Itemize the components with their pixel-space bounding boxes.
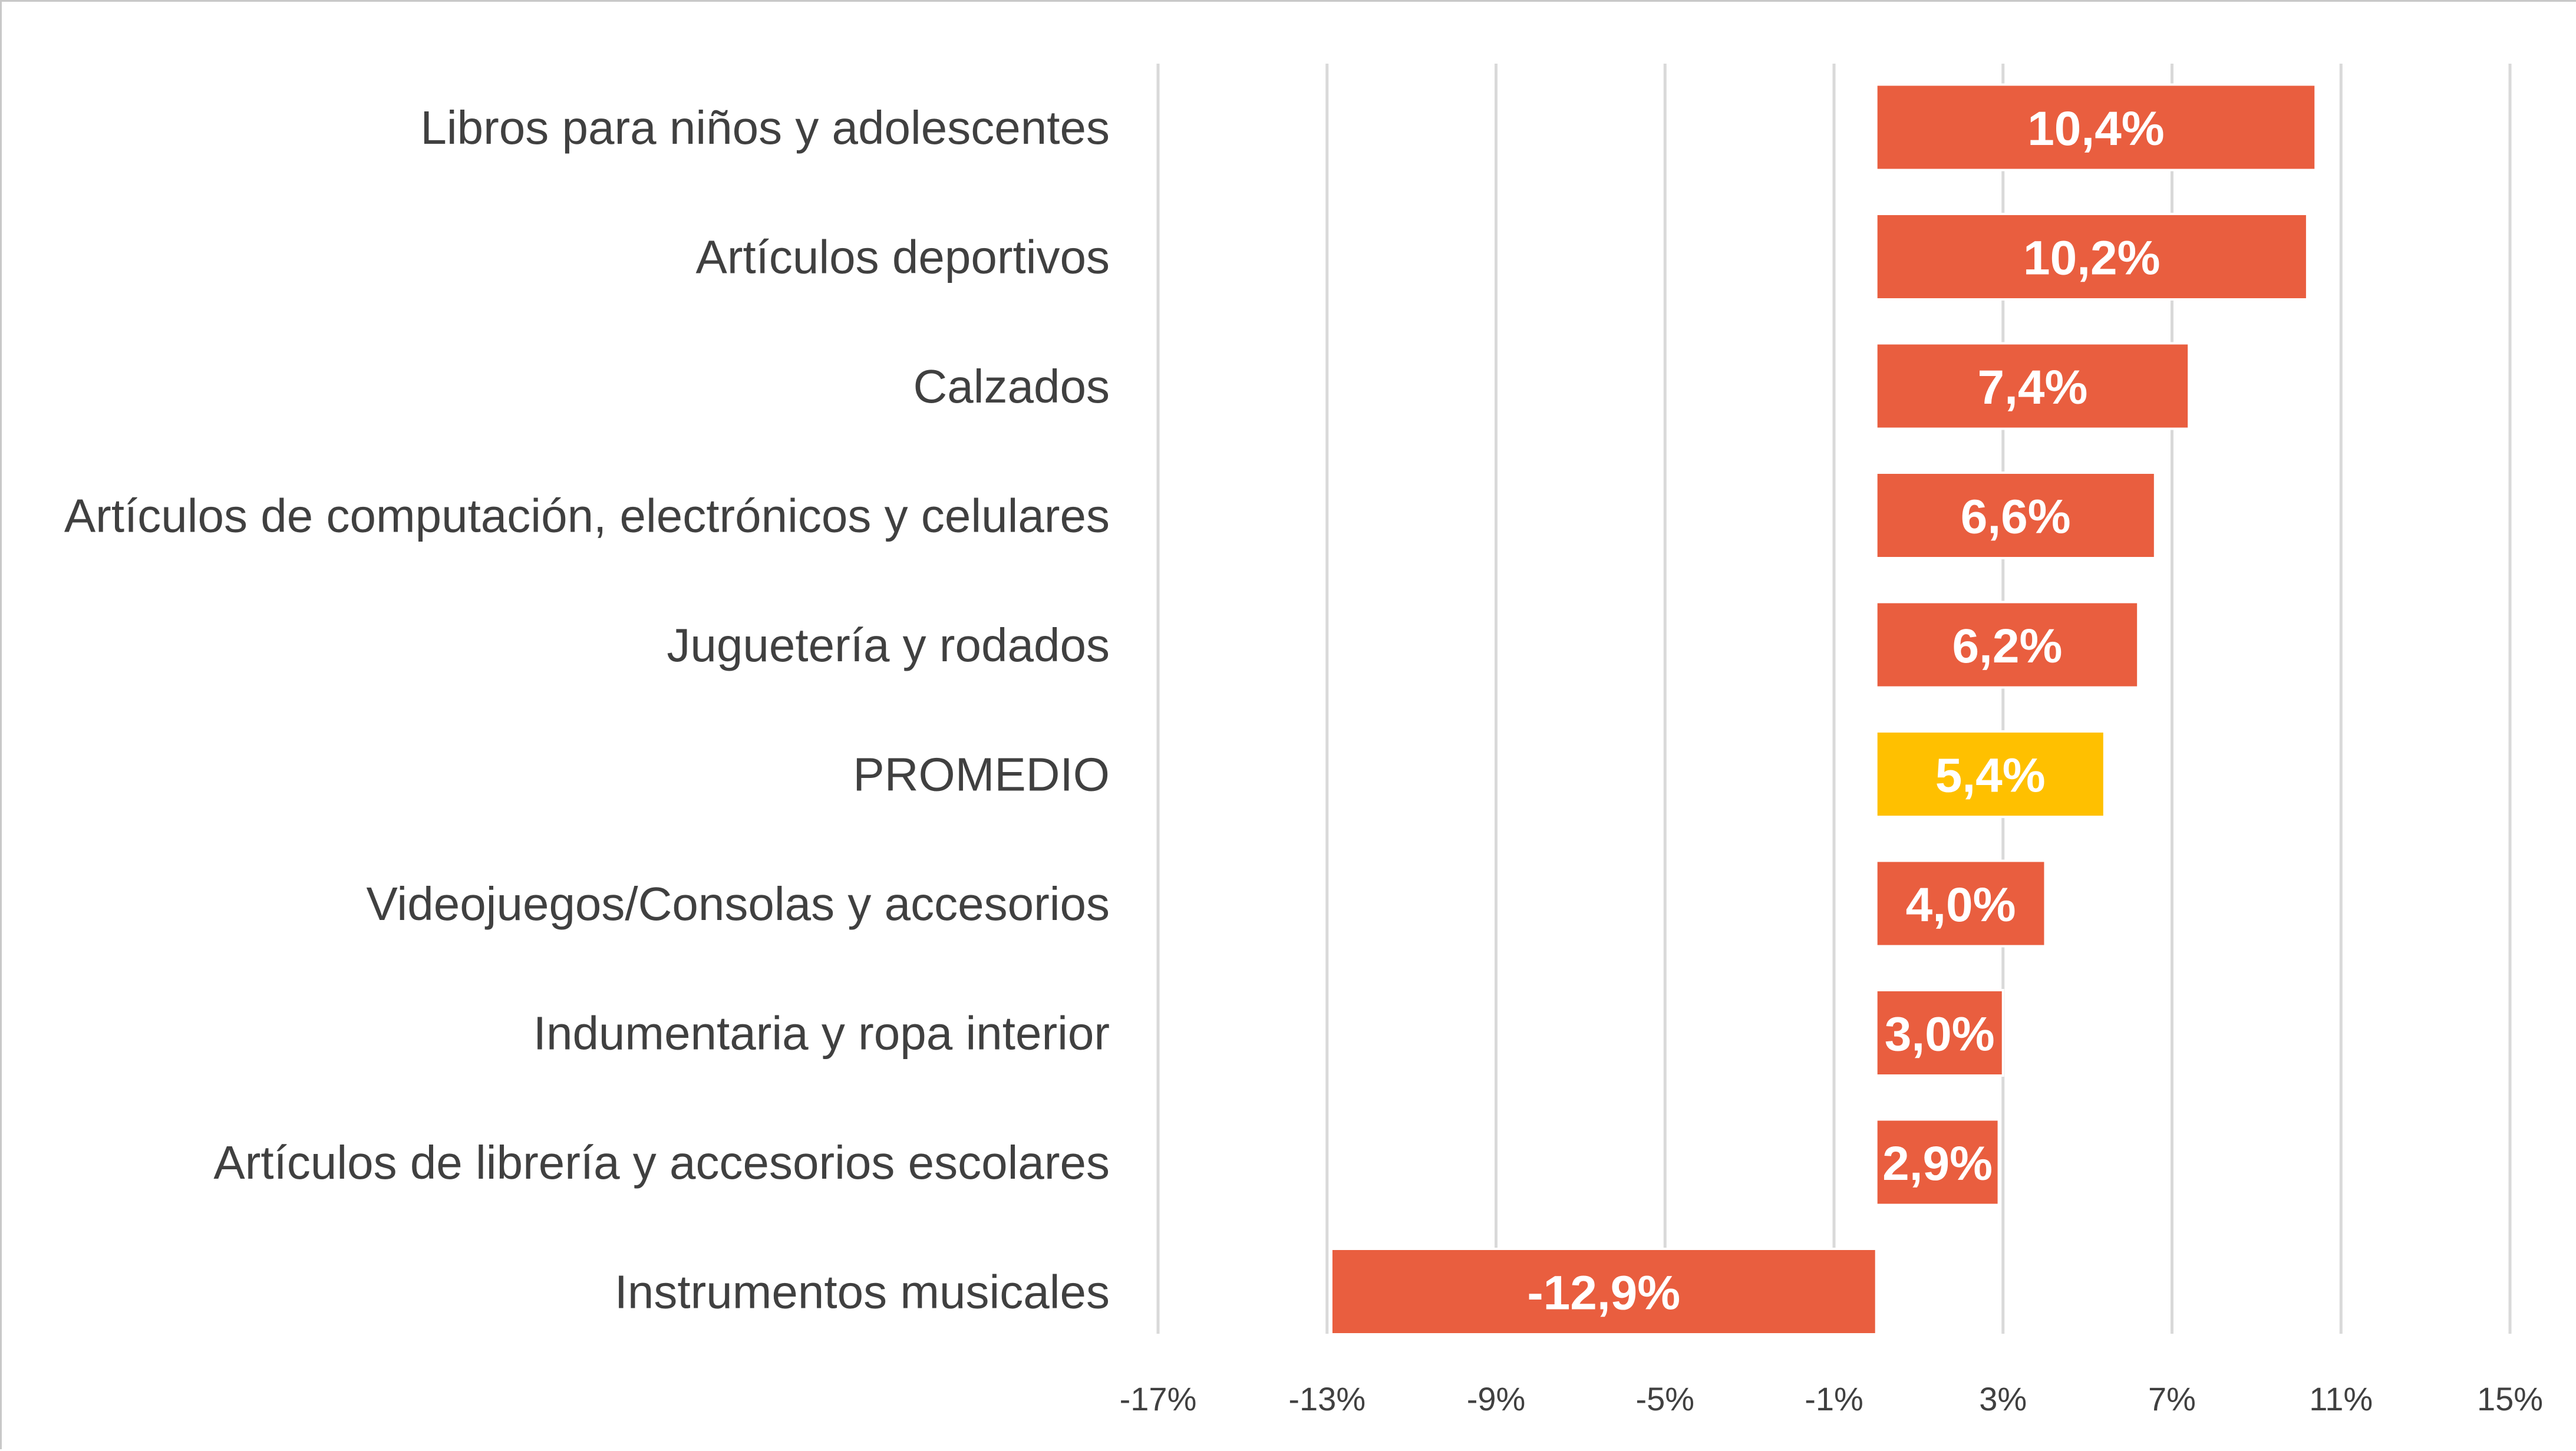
x-tick-label: -17% — [1120, 1380, 1197, 1417]
x-tick-label: 7% — [2148, 1380, 2196, 1417]
data-label: 6,2% — [1952, 619, 2062, 673]
category-label: Calzados — [913, 360, 1110, 413]
category-label: Artículos de computación, electrónicos y… — [64, 490, 1110, 542]
bar — [1875, 859, 2047, 948]
x-tick-label: -5% — [1635, 1380, 1694, 1417]
category-label: Indumentaria y ropa interior — [533, 1007, 1110, 1060]
x-tick-label: 11% — [2309, 1380, 2373, 1417]
bar — [1875, 601, 2140, 689]
category-label: Artículos de librería y accesorios escol… — [213, 1136, 1110, 1189]
x-tick-label: -1% — [1805, 1380, 1863, 1417]
data-label: -12,9% — [1527, 1267, 1680, 1320]
x-tick-label: -13% — [1288, 1380, 1365, 1417]
x-tick-label: 15% — [2477, 1380, 2543, 1417]
data-label: 5,4% — [1935, 749, 2046, 803]
category-label: Artículos deportivos — [695, 231, 1110, 283]
bar — [1875, 213, 2308, 301]
bar — [1875, 342, 2191, 430]
data-label: 6,6% — [1961, 490, 2071, 544]
bar — [1330, 1248, 1878, 1335]
bar — [1875, 989, 2004, 1077]
bar — [1875, 83, 2317, 172]
category-label: Instrumentos musicales — [615, 1266, 1110, 1318]
data-label: 2,9% — [1882, 1137, 1993, 1191]
data-label: 3,0% — [1885, 1008, 1995, 1061]
x-tick-label: -9% — [1467, 1380, 1526, 1417]
data-label: 4,0% — [1906, 878, 2016, 932]
category-label: Videojuegos/Consolas y accesorios — [367, 878, 1110, 930]
bar — [1875, 1118, 2000, 1206]
bar — [1875, 471, 2156, 559]
bar — [1875, 730, 2106, 818]
data-label: 7,4% — [1977, 361, 2087, 414]
category-label: Juguetería y rodados — [667, 619, 1110, 671]
data-label: 10,2% — [2023, 232, 2161, 285]
data-label: 10,4% — [2027, 102, 2165, 156]
category-label: Libros para niños y adolescentes — [420, 101, 1110, 154]
category-label: PROMEDIO — [853, 748, 1110, 801]
x-tick-label: 3% — [1979, 1380, 2027, 1417]
